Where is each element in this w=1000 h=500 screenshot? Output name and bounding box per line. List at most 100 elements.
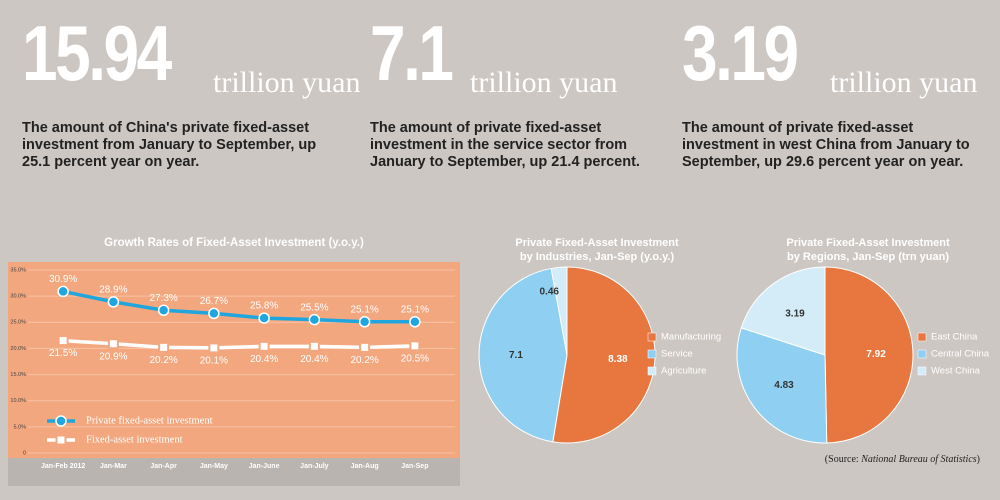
source-suffix: ) (977, 454, 980, 465)
x-tick-label: Jan-May (200, 463, 228, 470)
value-label: 26.7% (200, 296, 228, 307)
value-label: 25.1% (401, 304, 429, 315)
chart-title: by Regions, Jan-Sep (trn yuan) (787, 251, 949, 263)
x-tick-label: Jan-July (300, 463, 329, 470)
legend-swatch (647, 349, 657, 359)
pie-slice (824, 266, 914, 444)
legend-label: East China (931, 332, 978, 343)
legend-swatch (647, 366, 657, 376)
stat-number: 3.19 (682, 9, 799, 97)
point-marker (158, 341, 170, 353)
slice-label: 7.92 (866, 349, 886, 360)
chart-title: by Industries, Jan-Sep (y.o.y.) (520, 251, 675, 263)
x-tick-label: Jan-June (249, 463, 280, 470)
value-label: 21.5% (49, 348, 77, 359)
legend-marker (55, 434, 67, 446)
legend-swatch (917, 349, 927, 359)
point-marker (107, 338, 119, 350)
stat-unit: trillion yuan (470, 66, 618, 99)
value-label: 20.5% (401, 353, 429, 364)
legend-label: Service (661, 349, 693, 360)
legend-swatch (917, 332, 927, 342)
x-tick-label: Jan-Feb 2012 (41, 463, 85, 470)
y-tick-label: 35.0% (10, 267, 26, 273)
point-marker (409, 340, 421, 352)
pie-slice (550, 266, 568, 356)
point-marker (308, 313, 321, 326)
x-tick-label: Jan-Sep (401, 463, 428, 470)
legend-swatch (647, 332, 657, 342)
series-line (62, 289, 415, 324)
y-tick-label: 10.0% (10, 398, 26, 404)
legend-swatch (917, 366, 927, 376)
point-marker (358, 316, 371, 328)
slice-label: 0.46 (540, 287, 560, 298)
y-tick-label: 5.0% (13, 424, 26, 430)
point-marker (409, 316, 421, 328)
stat-text: The amount of private fixed-asset invest… (370, 120, 640, 170)
value-label: 25.5% (300, 302, 328, 313)
value-label: 20.9% (99, 351, 127, 362)
y-tick-label: 30.0% (10, 294, 26, 300)
stat-number: 7.1 (370, 9, 454, 97)
value-label: 20.2% (149, 355, 177, 366)
source-prefix: (Source: (825, 454, 861, 465)
value-label: 20.1% (200, 356, 228, 367)
pie-slice (552, 266, 656, 444)
y-tick-label: 20.0% (10, 346, 26, 352)
pie-slice (736, 327, 828, 444)
point-marker (208, 307, 220, 320)
plot-background (8, 262, 460, 458)
value-label: 30.9% (49, 274, 77, 285)
point-marker (258, 312, 270, 324)
stat-text: The amount of China's private fixed-asse… (22, 120, 317, 170)
value-label: 20.4% (300, 354, 328, 365)
stat-unit: trillion yuan (213, 66, 361, 99)
legend-label: Agriculture (661, 366, 706, 377)
point-marker (208, 342, 220, 354)
legend-marker (55, 415, 67, 427)
point-marker (57, 335, 69, 347)
pie-slice (740, 266, 826, 356)
legend-label: Manufacturing (661, 332, 721, 343)
slice-label: 4.83 (774, 380, 794, 391)
point-marker (308, 340, 320, 352)
slice-label: 8.38 (608, 354, 628, 365)
stat-number: 15.94 (22, 9, 172, 97)
y-tick-label: 0 (23, 450, 26, 456)
slice-label: 3.19 (785, 308, 805, 319)
value-label: 25.8% (250, 301, 278, 312)
value-label: 20.2% (350, 355, 378, 366)
stat-text: The amount of private fixed-asset invest… (682, 120, 970, 170)
y-tick-label: 25.0% (10, 320, 26, 326)
source-name: National Bureau of Statistics (860, 454, 977, 465)
legend-label: Private fixed-asset investment (86, 415, 213, 426)
legend-label: Fixed-asset investment (86, 434, 183, 445)
point-marker (107, 296, 120, 308)
value-label: 28.9% (99, 285, 127, 296)
x-axis-band (8, 458, 460, 486)
slice-label: 7.1 (509, 350, 523, 361)
pie-slice (478, 267, 568, 443)
value-label: 20.4% (250, 354, 278, 365)
x-tick-label: Jan-Apr (150, 463, 177, 470)
point-marker (359, 341, 371, 353)
point-marker (258, 340, 270, 352)
legend-label: Central China (931, 349, 990, 360)
legend-label: West China (931, 366, 981, 377)
source-note: (Source: National Bureau of Statistics) (825, 454, 980, 465)
point-marker (57, 285, 69, 298)
point-marker (157, 304, 170, 317)
value-label: 25.1% (350, 304, 378, 315)
chart-title: Private Fixed-Asset Investment (515, 237, 679, 249)
y-tick-label: 15.0% (10, 372, 26, 378)
x-tick-label: Jan-Aug (351, 463, 379, 470)
x-tick-label: Jan-Mar (100, 463, 127, 470)
stat-unit: trillion yuan (830, 66, 978, 99)
chart-title: Private Fixed-Asset Investment (786, 237, 950, 249)
chart-title: Growth Rates of Fixed-Asset Investment (… (104, 237, 364, 249)
series-line (63, 338, 415, 350)
value-label: 27.3% (149, 293, 177, 304)
